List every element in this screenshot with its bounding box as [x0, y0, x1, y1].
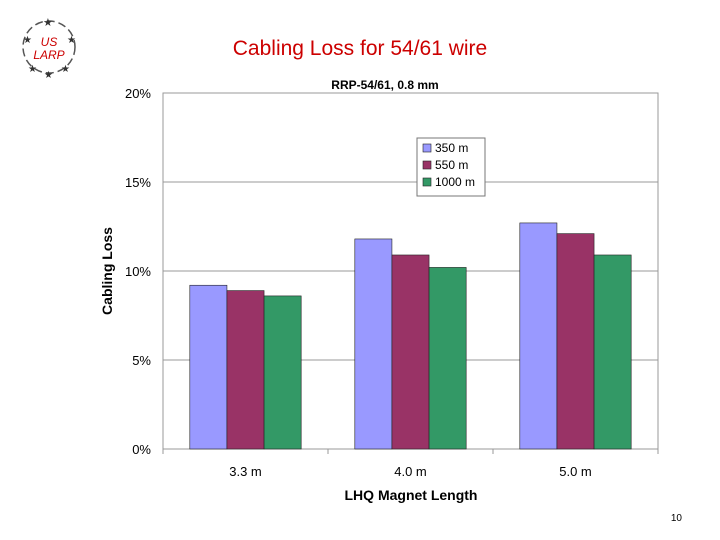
legend-label: 550 m: [435, 158, 468, 172]
legend-swatch: [422, 177, 432, 187]
slide-title: Cabling Loss for 54/61 wire: [232, 37, 488, 60]
bar: [263, 295, 302, 450]
y-axis-label: Cabling Loss: [99, 227, 115, 315]
bar: [354, 238, 393, 450]
bar: [519, 222, 558, 450]
logo-star: ★: [67, 35, 76, 46]
bar: [391, 254, 430, 450]
y-tick-label: 20%: [125, 86, 151, 101]
logo-star: ★: [43, 17, 53, 29]
bar: [428, 267, 467, 450]
y-tick-label: 5%: [132, 353, 151, 368]
logo-us-text: US: [41, 35, 58, 49]
y-tick-label: 10%: [125, 264, 151, 279]
x-tick-label: 5.0 m: [559, 464, 592, 479]
bar: [593, 254, 632, 450]
legend-swatch: [422, 160, 432, 170]
bar: [556, 233, 595, 450]
logo-star: ★: [23, 35, 32, 46]
legend-label: 1000 m: [435, 175, 475, 189]
legend-swatch: [422, 143, 432, 153]
x-axis-label: LHQ Magnet Length: [345, 487, 478, 503]
page-number: 10: [670, 513, 682, 524]
y-tick-label: 0%: [132, 442, 151, 457]
logo-larp-text: LARP: [33, 48, 64, 62]
bar: [189, 284, 228, 450]
x-tick-label: 4.0 m: [394, 464, 427, 479]
chart-title: RRP-54/61, 0.8 mm: [331, 78, 438, 92]
bar: [226, 290, 265, 450]
x-tick-label: 3.3 m: [229, 464, 262, 479]
legend: 350 m 550 m 1000 m: [416, 137, 486, 197]
legend-label: 350 m: [435, 141, 468, 155]
logo-star: ★: [61, 64, 70, 75]
us-larp-logo: ★ ★ ★ ★ ★ ★ US LARP: [22, 17, 76, 81]
y-tick-label: 15%: [125, 175, 151, 190]
logo-star: ★: [44, 70, 53, 81]
logo-star: ★: [28, 64, 37, 75]
